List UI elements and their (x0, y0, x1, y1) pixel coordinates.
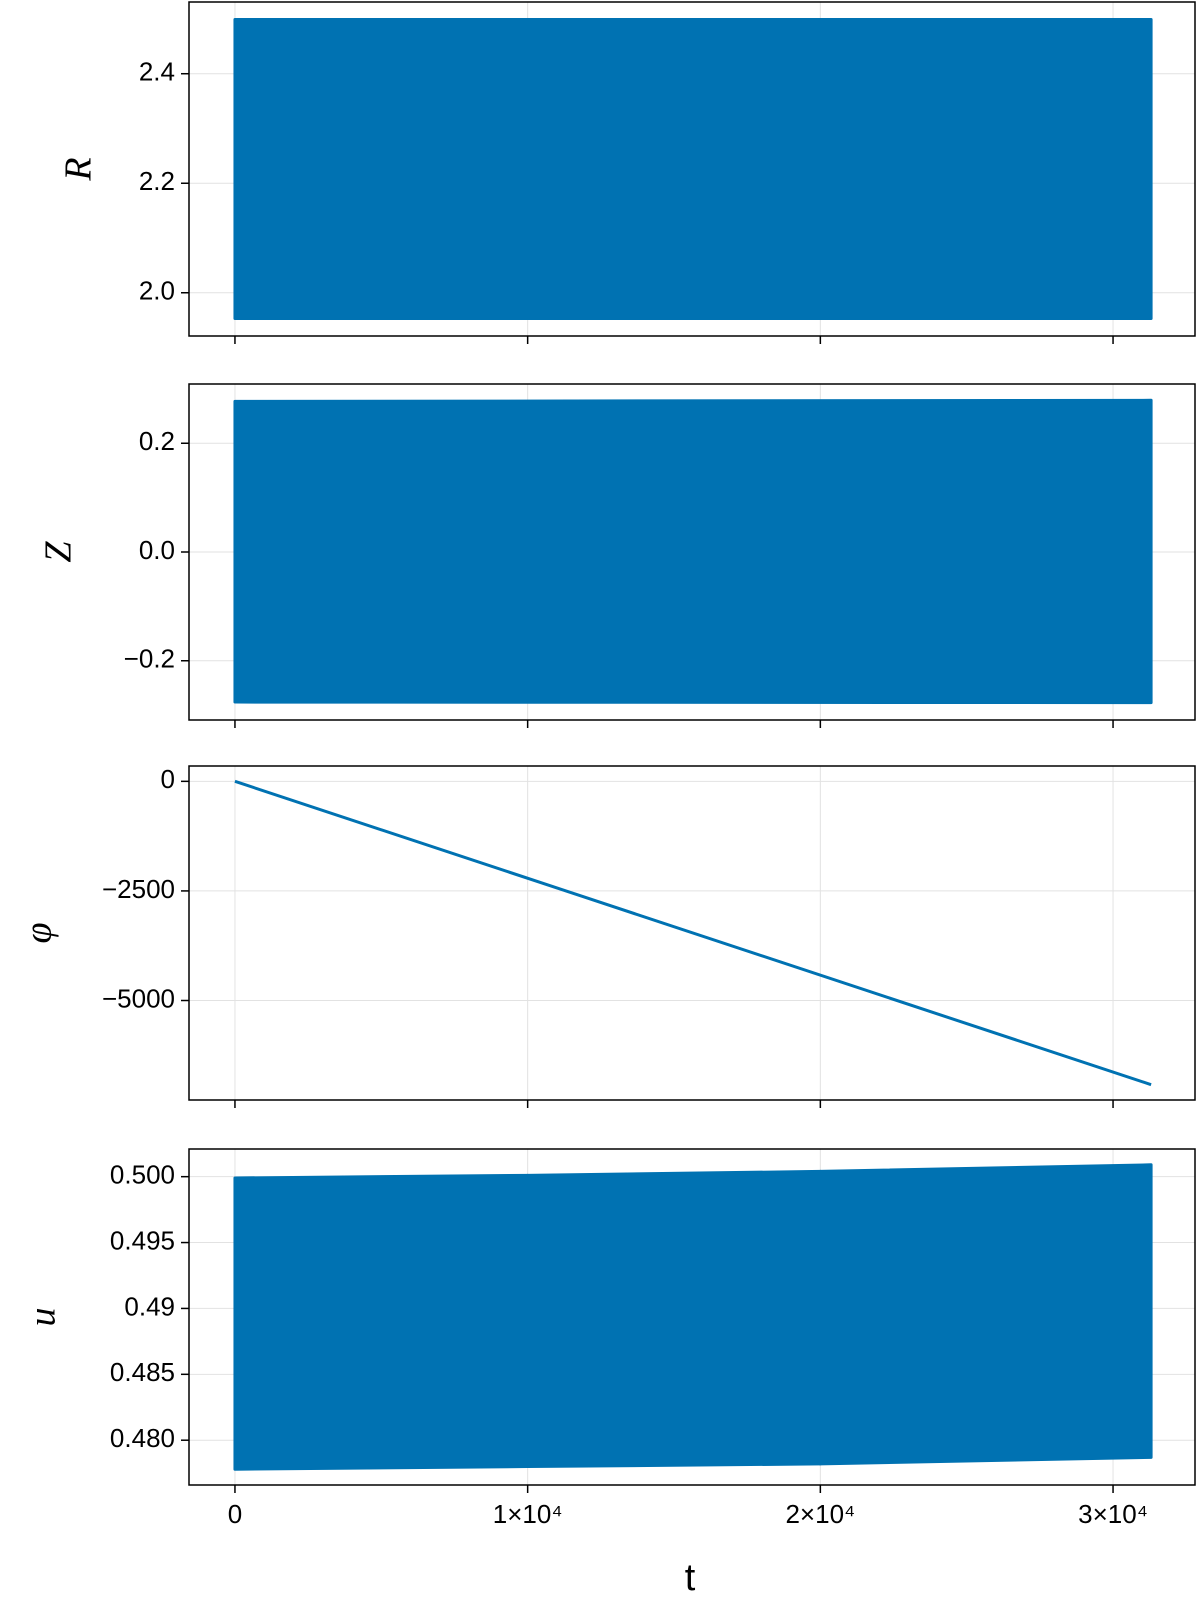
y-tick-label: 0.495 (110, 1225, 175, 1255)
band (233, 398, 1153, 705)
y-tick-label: −0.2 (124, 644, 175, 674)
y-axis-label: φ (18, 922, 60, 943)
line (234, 779, 1152, 1087)
band (233, 18, 1153, 320)
x-tick-label: 3×10⁴ (1078, 1499, 1148, 1529)
y-tick-label: −5000 (102, 983, 175, 1013)
y-tick-label: 2.4 (139, 57, 175, 87)
y-tick-label: 2.0 (139, 276, 175, 306)
y-tick-label: 0.49 (124, 1291, 175, 1321)
y-axis-label: u (22, 1308, 64, 1327)
x-axis-label: t (685, 1557, 696, 1599)
y-tick-label: 0.0 (139, 535, 175, 565)
y-axis-label: Z (38, 541, 80, 563)
y-tick-label: 2.2 (139, 166, 175, 196)
plot-frame (188, 1, 1196, 337)
y-tick-label: 0.485 (110, 1357, 175, 1387)
plot-frame (188, 765, 1196, 1101)
y-axis-label: R (58, 157, 100, 181)
x-tick-label: 2×10⁴ (785, 1499, 855, 1529)
band (526, 1169, 822, 1469)
y-tick-label: 0.2 (139, 426, 175, 456)
y-tick-label: −2500 (102, 874, 175, 904)
y-tick-label: 0.480 (110, 1423, 175, 1453)
plot-frame (188, 1148, 1196, 1486)
band (233, 1173, 530, 1471)
y-tick-label: 0.500 (110, 1160, 175, 1190)
y-tick-label: 0 (161, 764, 175, 794)
x-tick-label: 0 (228, 1499, 242, 1529)
band (818, 1163, 1153, 1466)
plot-frame (188, 383, 1196, 721)
x-tick-label: 1×10⁴ (493, 1499, 563, 1529)
